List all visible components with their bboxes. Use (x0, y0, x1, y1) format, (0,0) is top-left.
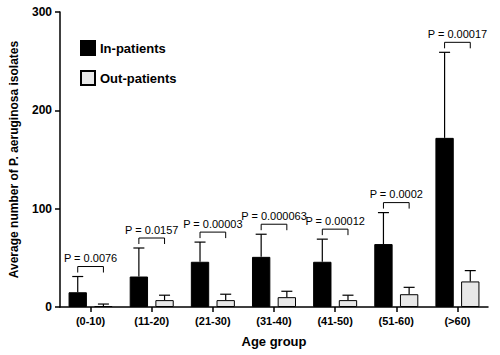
svg-text:(11-20): (11-20) (134, 315, 169, 327)
svg-text:P = 0.0157: P = 0.0157 (125, 224, 178, 236)
svg-text:Average number of P. aeruginos: Average number of P. aeruginosa isolates (7, 40, 21, 278)
svg-text:200: 200 (32, 103, 52, 117)
svg-text:P = 0.000063: P = 0.000063 (241, 210, 307, 222)
svg-text:Age group: Age group (242, 334, 307, 349)
svg-text:0: 0 (45, 300, 52, 314)
svg-text:(0-10): (0-10) (76, 315, 106, 327)
svg-text:P = 0.0002: P = 0.0002 (370, 188, 423, 200)
svg-text:P = 0.00012: P = 0.00012 (305, 215, 364, 227)
svg-text:Out-patients: Out-patients (100, 71, 177, 86)
svg-text:In-patients: In-patients (100, 41, 166, 56)
svg-text:(51-60): (51-60) (379, 315, 415, 327)
svg-text:(>60): (>60) (444, 315, 470, 327)
svg-text:(31-40): (31-40) (256, 315, 292, 327)
svg-text:P = 0.00003: P = 0.00003 (183, 218, 242, 230)
svg-text:300: 300 (32, 5, 52, 19)
svg-text:(21-30): (21-30) (195, 315, 231, 327)
svg-text:P = 0.0076: P = 0.0076 (64, 252, 117, 264)
svg-text:(41-50): (41-50) (317, 315, 353, 327)
svg-text:100: 100 (32, 202, 52, 216)
svg-text:P = 0.00017: P = 0.00017 (428, 28, 487, 40)
